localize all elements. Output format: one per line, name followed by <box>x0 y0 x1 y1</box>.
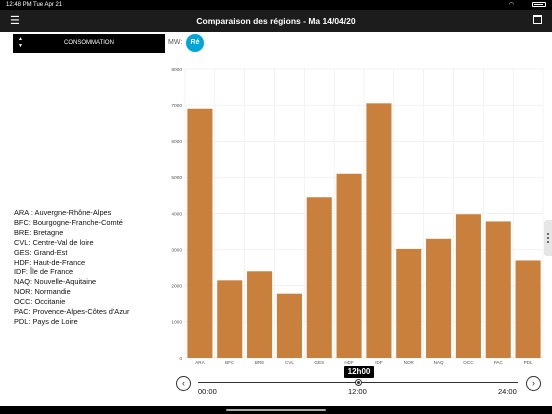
next-time-button[interactable]: › <box>526 376 541 391</box>
legend-item: BFC: Bourgogne-Franche-Comté <box>14 217 123 227</box>
legend-item: HDF: Haut-de-France <box>14 257 86 267</box>
slider-mid-label: 12:00 <box>348 387 367 396</box>
slider-start-label: 00:00 <box>198 387 217 396</box>
re-button[interactable]: Ré <box>186 34 204 52</box>
y-tick-label: 0 <box>179 356 182 362</box>
chevron-right-icon: › <box>532 378 535 388</box>
x-tick-label: NAQ <box>434 360 444 365</box>
previous-time-button[interactable]: ‹ <box>176 376 191 391</box>
slider-end-label: 24:00 <box>498 387 517 396</box>
time-slider-thumb[interactable] <box>355 379 362 386</box>
side-panel-handle[interactable] <box>544 220 552 256</box>
y-tick-label: 5000 <box>171 175 182 181</box>
y-tick-label: 7000 <box>171 103 182 109</box>
y-tick-label: 2000 <box>171 284 182 290</box>
x-tick-label: PDL <box>524 360 533 365</box>
unit-label: MW: <box>168 39 183 46</box>
unit-text: MW <box>168 39 181 46</box>
bar <box>455 214 481 358</box>
legend-item: BRE: Bretagne <box>14 227 64 237</box>
x-tick-label: PAC <box>494 360 504 365</box>
legend-item: GES: Grand-Est <box>14 247 68 257</box>
bar <box>187 108 213 358</box>
bar <box>276 293 302 358</box>
legend-item: CVL: Centre-Val de loire <box>14 237 94 247</box>
legend-item: NOR: Normandie <box>14 287 71 297</box>
battery-icon <box>532 2 546 7</box>
bar <box>426 238 452 358</box>
measure-label: CONSOMMATION <box>64 40 114 46</box>
bar <box>306 197 332 358</box>
status-date: Tue Apr 21 <box>33 2 63 8</box>
legend-item: PDL: Pays de Loire <box>14 316 78 326</box>
bar <box>485 221 511 358</box>
status-time: 12:48 PM <box>6 2 32 8</box>
legend-item: ARA : Auvergne-Rhône-Alpes <box>14 208 112 217</box>
bar <box>217 280 243 358</box>
y-tick-label: 3000 <box>171 247 182 253</box>
y-tick-label: 4000 <box>171 211 182 217</box>
x-tick-label: ARA <box>195 360 205 365</box>
calendar-icon[interactable] <box>533 15 542 24</box>
menu-icon[interactable]: ☰ <box>10 15 20 27</box>
bar <box>336 173 362 358</box>
legend-item: NAQ: Nouvelle-Aquitaine <box>14 277 97 287</box>
status-bar: 12:48 PM Tue Apr 21 ◠ <box>0 0 552 10</box>
current-time-badge: 12h00 <box>344 366 374 378</box>
chevron-left-icon: ‹ <box>182 378 185 388</box>
x-tick-label: GES <box>314 360 324 365</box>
y-tick-label: 8000 <box>171 67 182 73</box>
bar <box>247 271 273 358</box>
x-tick-label: NOR <box>404 360 415 365</box>
region-legend: ARA : Auvergne-Rhône-Alpes BFC: Bourgogn… <box>14 208 129 327</box>
page-title: Comparaison des régions - Ma 14/04/20 <box>196 16 356 26</box>
consumption-bar-chart: 0 1000 2000 3000 4000 5000 6000 7000 8000 ARA BFC B… <box>171 67 544 365</box>
bar <box>366 103 392 358</box>
wifi-icon: ◠ <box>508 2 514 8</box>
home-indicator <box>0 406 552 414</box>
sort-arrows-icon: ▲ ▼ <box>18 36 23 49</box>
legend-item: PAC: Provence-Alpes-Côtes d'Azur <box>14 307 130 317</box>
y-tick-label: 1000 <box>171 320 182 326</box>
bar <box>515 260 541 358</box>
x-tick-label: IDF <box>375 360 383 365</box>
x-tick-label: OCC <box>463 360 474 365</box>
x-tick-label: BFC <box>225 360 235 365</box>
y-tick-label: 6000 <box>171 139 182 145</box>
x-tick-label: BRE <box>255 360 264 365</box>
x-tick-label: HDF <box>344 360 354 365</box>
x-tick-label: CVL <box>285 360 294 365</box>
legend-item: OCC: Occitanie <box>14 297 66 307</box>
measure-selector[interactable]: ▲ ▼ CONSOMMATION <box>13 34 165 53</box>
nav-bar: ☰ Comparaison des régions - Ma 14/04/20 <box>0 10 552 32</box>
legend-item: IDF: Île de France <box>14 267 74 277</box>
bar <box>396 248 422 358</box>
